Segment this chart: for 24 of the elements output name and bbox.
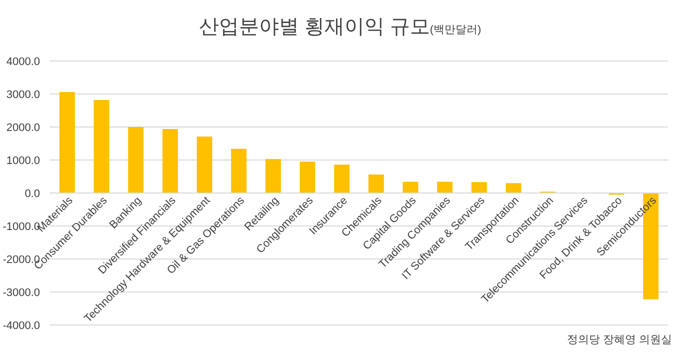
bar <box>402 182 418 193</box>
y-tick-label: -3000.0 <box>2 287 40 299</box>
y-tick-label: 1000.0 <box>6 155 40 167</box>
bar <box>437 182 453 193</box>
y-tick-label: -4000.0 <box>2 320 40 332</box>
bar <box>231 148 247 193</box>
bar <box>128 127 144 193</box>
y-tick-label: 2000.0 <box>6 122 40 134</box>
bar <box>506 183 522 193</box>
y-tick-label: 0.0 <box>24 188 40 200</box>
bar <box>94 100 110 193</box>
chart-title: 산업분야별 횡재이익 규모 <box>198 16 430 38</box>
bar <box>471 182 487 193</box>
bar <box>334 164 350 193</box>
bar <box>162 128 178 193</box>
bar <box>196 136 212 193</box>
bar <box>265 159 281 193</box>
y-tick-label: 4000.0 <box>6 56 40 68</box>
bar <box>368 174 384 193</box>
y-tick-label: 3000.0 <box>6 89 40 101</box>
text: 정의당 장혜영 의원실 <box>566 334 672 346</box>
bar <box>300 162 316 193</box>
bar <box>59 92 75 193</box>
chart-subtitle: (백만달러) <box>430 24 482 36</box>
